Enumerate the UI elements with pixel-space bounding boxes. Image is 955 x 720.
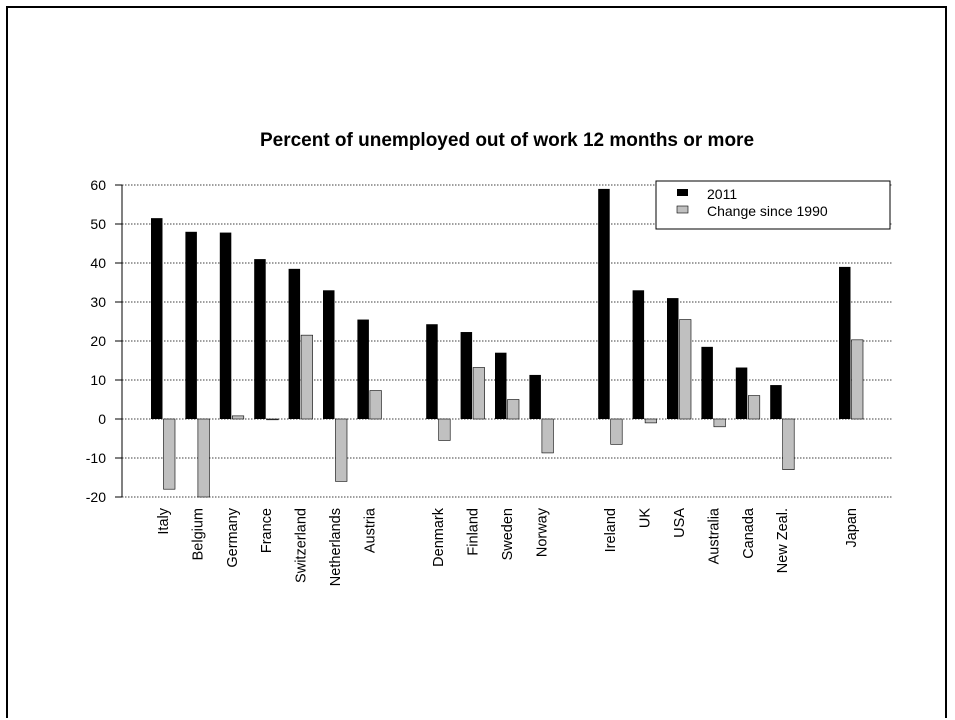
bar-change-since-1990	[232, 415, 245, 420]
category-label: Netherlands	[328, 508, 344, 586]
bar-2011	[151, 218, 163, 419]
bar-change-since-1990	[713, 418, 726, 428]
bar-2011	[426, 324, 438, 419]
bar-2011	[254, 259, 266, 419]
y-tick-label: 60	[90, 177, 106, 193]
bar-change-since-1990	[300, 334, 313, 420]
bar-2011	[185, 231, 197, 419]
category-label: France	[259, 508, 275, 553]
bar-2011	[219, 232, 232, 419]
legend-label-change: Change since 1990	[707, 203, 828, 219]
bar-2011	[529, 374, 541, 419]
bar-change-since-1990	[369, 390, 382, 420]
y-tick-label: 30	[90, 294, 106, 310]
category-labels: Italy Belgium Germany France Switzerland Neth…	[156, 507, 860, 586]
y-tick-label: 0	[98, 411, 106, 427]
legend-swatch-2011	[677, 189, 688, 196]
bar-2011	[770, 385, 782, 419]
category-label: Japan	[844, 508, 860, 548]
category-label: UK	[638, 508, 654, 528]
grid-lines	[122, 184, 893, 498]
category-label: New Zeal.	[775, 508, 791, 573]
legend-swatch-change	[676, 205, 689, 214]
category-label: Australia	[706, 507, 722, 564]
bar-2011	[598, 188, 610, 419]
bar-change-since-1990	[507, 399, 520, 420]
bars	[151, 188, 864, 498]
bar-2011	[288, 268, 301, 419]
y-tick-label: 20	[90, 333, 106, 349]
bar-change-since-1990	[851, 339, 864, 420]
bar-2011	[495, 352, 507, 419]
bar-change-since-1990	[747, 395, 761, 420]
bar-2011	[839, 266, 851, 419]
bar-change-since-1990	[438, 418, 451, 441]
bar-2011	[460, 332, 473, 419]
category-label: Italy	[156, 507, 172, 534]
bar-2011	[667, 298, 679, 419]
slide-frame	[6, 6, 947, 718]
category-label: Ireland	[603, 508, 619, 552]
bar-change-since-1990	[679, 319, 692, 420]
category-label: Austria	[362, 507, 378, 553]
bar-change-since-1990	[472, 367, 485, 420]
bar-change-since-1990	[541, 418, 554, 454]
chart-title: Percent of unemployed out of work 12 mon…	[260, 130, 754, 151]
category-label: Finland	[466, 508, 482, 556]
category-label: Norway	[534, 507, 550, 557]
bar-change-since-1990	[266, 418, 279, 421]
category-label: Sweden	[500, 508, 516, 560]
category-label: Denmark	[431, 507, 447, 567]
bar-change-since-1990	[610, 418, 623, 445]
y-tick-label: 50	[90, 216, 106, 232]
category-label: USA	[672, 508, 688, 538]
bar-change-since-1990	[644, 418, 657, 424]
bar-change-since-1990	[782, 418, 795, 471]
category-label: Canada	[741, 507, 757, 559]
legend: 2011 Change since 1990	[655, 180, 891, 230]
bar-change-since-1990	[197, 418, 210, 498]
bar-2011	[323, 290, 335, 419]
category-label: Germany	[225, 507, 241, 567]
category-label: Switzerland	[294, 508, 310, 583]
bar-2011	[357, 319, 369, 419]
y-axis: 60 50 40 30 20 10 0 -10 -20	[86, 177, 123, 505]
legend-box	[655, 180, 891, 230]
category-label: Belgium	[190, 508, 206, 560]
legend-label-2011: 2011	[707, 186, 737, 202]
bar-2011	[632, 290, 645, 419]
y-tick-label: -10	[86, 450, 106, 466]
y-tick-label: 10	[90, 372, 106, 388]
bar-change-since-1990	[335, 418, 348, 482]
y-tick-label: 40	[90, 255, 106, 271]
bar-change-since-1990	[163, 418, 176, 490]
bar-2011	[735, 367, 748, 419]
bar-2011	[701, 346, 713, 419]
y-tick-label: -20	[86, 489, 106, 505]
